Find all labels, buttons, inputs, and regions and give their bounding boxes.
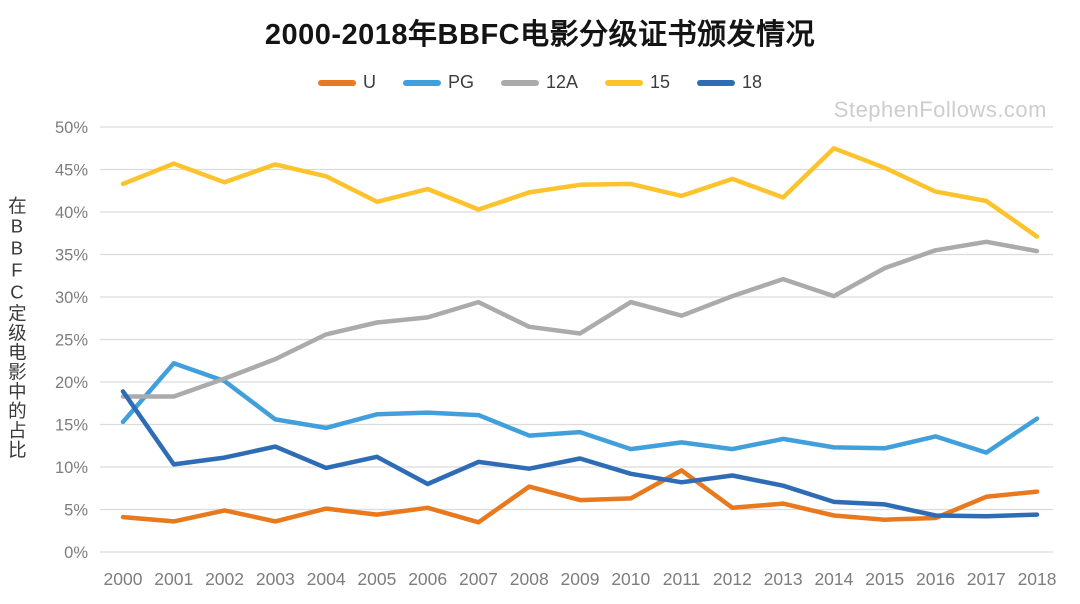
legend-label-18: 18 [742,72,763,92]
series-line-12A [120,239,1040,399]
legend-swatch-12A [500,79,539,86]
x-tick-label: 2003 [256,569,295,589]
x-tick-label: 2001 [154,569,193,589]
y-tick-label: 30% [55,289,88,307]
series-line-15 [120,146,1040,239]
x-tick-label: 2004 [307,569,346,589]
x-tick-label: 2002 [205,569,244,589]
legend-label-12A: 12A [545,72,578,92]
legend-label-PG: PG [447,72,474,92]
x-tick-label: 2011 [663,569,701,589]
series-line-U [120,468,1040,525]
x-tick-label: 2008 [510,569,549,589]
legend-label-U: U [362,72,376,92]
y-tick-label: 0% [64,544,88,562]
series-line-18 [120,389,1040,519]
legend-item-12A: 12A [500,72,578,93]
legend-item-18: 18 [697,72,762,93]
y-tick-label: 10% [55,459,88,477]
y-tick-label: 5% [64,502,88,520]
x-tick-label: 2015 [865,569,904,589]
y-tick-label: 25% [55,332,88,350]
x-tick-label: 2014 [814,569,853,589]
y-tick-label: 15% [55,417,88,435]
legend-swatch-U [317,79,356,86]
y-tick-label: 20% [55,374,88,392]
y-tick-label: 40% [55,204,88,222]
legend-item-PG: PG [402,72,474,93]
x-tick-label: 2005 [357,569,396,589]
x-tick-label: 2013 [764,569,803,589]
x-tick-label: 2018 [1018,569,1057,589]
y-tick-label: 35% [55,247,88,265]
x-tick-label: 2016 [916,569,955,589]
legend-swatch-18 [697,79,736,86]
y-axis-title: 在BBFC定级电影中的占比 [6,196,28,460]
legend-label-15: 15 [649,72,671,92]
x-tick-label: 2009 [561,569,600,589]
chart-title: 2000-2018年BBFC电影分级证书颁发情况 [264,19,816,51]
y-tick-label: 50% [55,119,88,137]
legend-item-15: 15 [604,72,671,93]
y-tick-label: 45% [55,162,88,180]
x-tick-label: 2012 [713,569,752,589]
legend-swatch-PG [402,79,441,86]
chart-legend: U PG 12A 15 18 [0,72,1080,93]
x-tick-label: 2006 [408,569,447,589]
x-tick-label: 2010 [611,569,650,589]
x-tick-label: 2007 [459,569,498,589]
x-tick-label: 2000 [104,569,143,589]
series-line-PG [120,361,1040,455]
legend-swatch-15 [604,79,643,86]
x-tick-label: 2017 [967,569,1006,589]
watermark: StephenFollows.com [833,97,1047,122]
legend-item-U: U [317,72,376,93]
